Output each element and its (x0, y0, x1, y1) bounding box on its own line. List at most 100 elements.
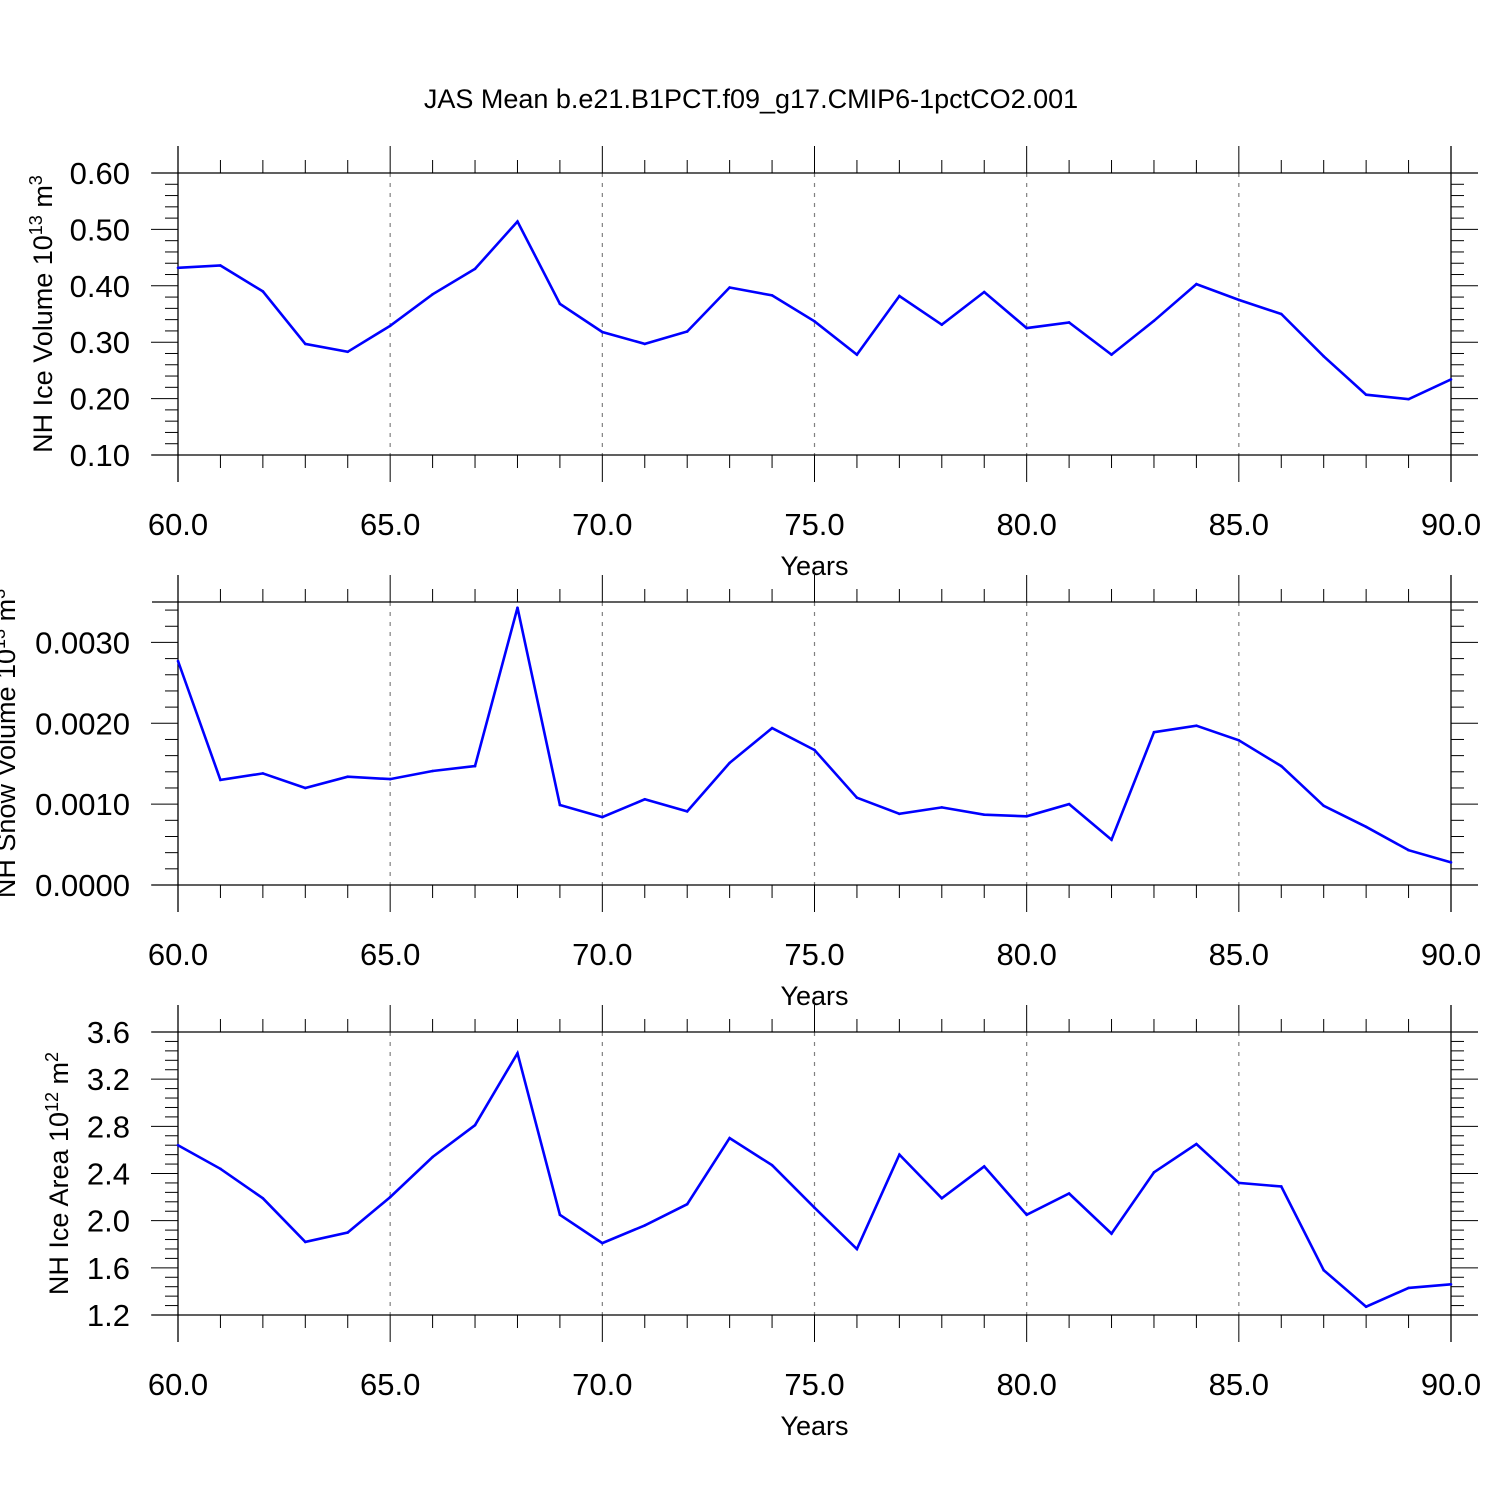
y-tick-label: 3.6 (87, 1015, 130, 1050)
y-axis-label-part: 3 (0, 589, 9, 599)
data-point (1152, 1171, 1156, 1174)
data-point (346, 775, 350, 778)
y-axis-label: NH Ice Volume 1013 m3 (26, 175, 58, 453)
data-point (1025, 1213, 1028, 1217)
data-point (601, 815, 604, 819)
x-tick-label: 70.0 (572, 937, 632, 972)
y-tick-label: 0.50 (70, 212, 130, 247)
y-tick-label: 0.0000 (35, 868, 130, 903)
data-point (473, 764, 477, 768)
data-point (685, 1202, 689, 1206)
y-tick-label: 0.30 (70, 325, 130, 360)
data-point (558, 1213, 562, 1217)
data-point (558, 803, 562, 807)
data-point (219, 264, 222, 267)
data-point (176, 266, 180, 270)
data-point (685, 330, 689, 333)
x-tick-label: 70.0 (572, 1367, 632, 1402)
data-point (176, 1143, 180, 1147)
data-point (940, 1196, 944, 1200)
data-point (1195, 282, 1198, 286)
data-point (813, 748, 816, 752)
x-tick-label: 75.0 (784, 507, 844, 542)
y-tick-label: 0.40 (70, 269, 130, 304)
data-point (770, 294, 774, 297)
y-tick-label: 2.4 (87, 1157, 130, 1192)
data-point (304, 1240, 307, 1244)
data-point (1152, 319, 1156, 323)
data-point (1364, 1305, 1368, 1309)
data-point (855, 796, 859, 799)
data-point (431, 769, 434, 773)
data-point (516, 606, 519, 609)
y-tick-label: 0.0010 (35, 787, 130, 822)
y-axis-label-part: 3 (26, 175, 46, 185)
data-point (1067, 802, 1071, 806)
x-axis-label: Years (780, 1411, 848, 1441)
x-tick-label: 85.0 (1209, 507, 1269, 542)
data-point (219, 1167, 222, 1171)
data-point (1067, 321, 1071, 324)
data-point (1449, 861, 1453, 864)
panels: 0.10 0.20 0.30 0.40 0.50 0.60 60.0 65.0 70.0 75.0… (0, 146, 1481, 1441)
panel-3: 1.2 1.6 2.0 2.4 2.8 3.2 3.6 60.0 65.0 70.0 75.0 80.… (42, 1005, 1481, 1441)
y-tick-label: 0.20 (70, 382, 130, 417)
data-point (685, 810, 689, 813)
data-point (516, 1051, 519, 1055)
data-point (388, 324, 392, 328)
y-axis-label-part: m (44, 1062, 74, 1092)
series-line (177, 1049, 1452, 1309)
data-point (855, 353, 859, 356)
data-point (1322, 1268, 1325, 1272)
x-tick-label: 85.0 (1209, 1367, 1269, 1402)
data-point (601, 1241, 604, 1245)
data-point (1407, 397, 1410, 401)
data-point (388, 1195, 392, 1199)
data-point (1152, 730, 1156, 734)
y-axis-label-part: 2 (42, 1052, 62, 1062)
data-point (1279, 1185, 1283, 1188)
data-point (304, 342, 307, 346)
x-tick-label: 75.0 (784, 937, 844, 972)
chart-title: JAS Mean b.e21.B1PCT.f09_g17.CMIP6-1pctC… (424, 84, 1078, 114)
x-tick-label: 60.0 (148, 507, 208, 542)
data-point (1025, 326, 1028, 330)
panel-2: 0.0000 0.0010 0.0020 0.0030 60.0 65.0 70.0 75.0… (0, 575, 1481, 1011)
x-tick-label: 85.0 (1209, 937, 1269, 972)
y-axis-label: NH Ice Area 1012 m2 (42, 1052, 74, 1295)
y-tick-label: 0.0030 (35, 625, 130, 660)
data-point (558, 302, 562, 306)
y-tick-label: 2.0 (87, 1204, 130, 1239)
x-tick-label: 80.0 (996, 937, 1056, 972)
data-point (176, 659, 180, 663)
x-tick-label: 80.0 (996, 507, 1056, 542)
y-tick-label: 1.6 (87, 1251, 130, 1286)
data-point (855, 1247, 859, 1251)
data-point (261, 772, 265, 775)
data-point (261, 290, 265, 293)
data-point (219, 778, 222, 782)
data-point (643, 1224, 647, 1227)
data-point (261, 1196, 265, 1200)
y-axis-label-part: NH Ice Volume 10 (28, 235, 58, 453)
data-point (304, 786, 307, 790)
data-point (1195, 1142, 1198, 1146)
data-point (940, 323, 944, 327)
y-tick-label: 0.60 (70, 156, 130, 191)
y-tick-label: 3.2 (87, 1062, 130, 1097)
data-point (1237, 298, 1241, 302)
data-point (728, 286, 731, 289)
data-point (1364, 825, 1368, 829)
y-tick-label: 1.2 (87, 1298, 130, 1333)
x-tick-label: 65.0 (360, 507, 420, 542)
y-tick-label: 0.10 (70, 438, 130, 473)
data-point (1407, 1286, 1410, 1290)
x-tick-label: 70.0 (572, 507, 632, 542)
data-point (1322, 355, 1325, 358)
data-point (1110, 1232, 1113, 1235)
data-point (1449, 1283, 1453, 1286)
data-point (1025, 814, 1028, 818)
x-tick-label: 60.0 (148, 937, 208, 972)
data-point (770, 1163, 774, 1167)
